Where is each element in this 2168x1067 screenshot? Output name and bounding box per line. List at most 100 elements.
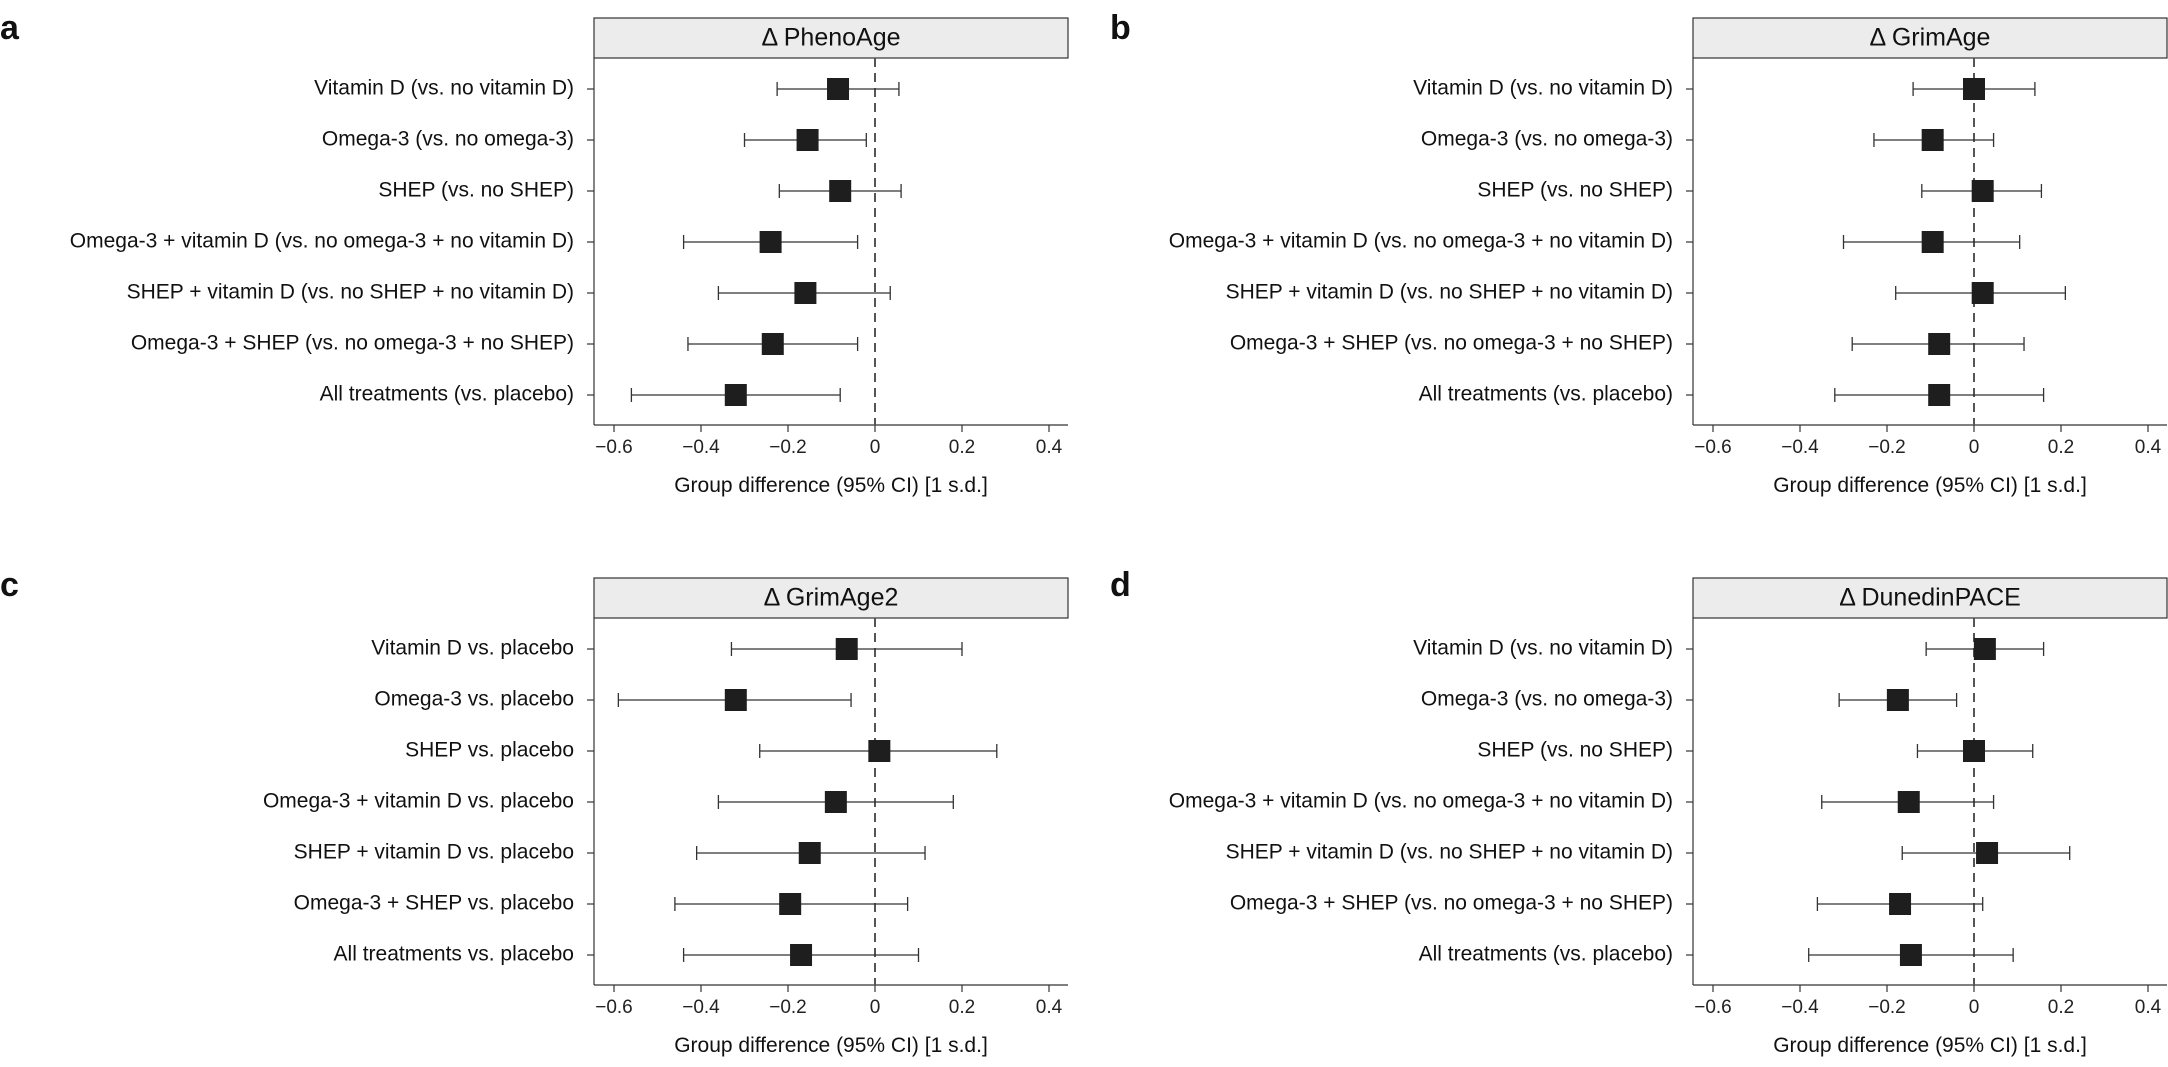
forest-row: SHEP + vitamin D (vs. no SHEP + no vitam… bbox=[127, 281, 891, 304]
x-tick-label: 0.4 bbox=[1036, 437, 1063, 458]
estimate-marker bbox=[1921, 129, 1944, 151]
estimate-marker bbox=[1897, 791, 1920, 813]
panel-letter: c bbox=[0, 566, 19, 604]
forest-row: SHEP + vitamin D (vs. no SHEP + no vitam… bbox=[1226, 281, 2067, 304]
estimate-marker bbox=[868, 740, 891, 762]
x-tick-label: −0.6 bbox=[1694, 437, 1732, 458]
panel-title-bar bbox=[1692, 17, 2168, 59]
row-label: Omega-3 + vitamin D (vs. no omega-3 + no… bbox=[1169, 790, 1673, 813]
forest-row: Omega-3 + vitamin D (vs. no omega-3 + no… bbox=[70, 230, 859, 253]
forest-row: Vitamin D (vs. no vitamin D) bbox=[314, 77, 900, 100]
x-tick-label: −0.2 bbox=[769, 997, 807, 1018]
row-label: SHEP (vs. no SHEP) bbox=[378, 179, 574, 202]
forest-row: All treatments (vs. placebo) bbox=[320, 383, 841, 406]
forest-row: Omega-3 + SHEP (vs. no omega-3 + no SHEP… bbox=[1230, 332, 2025, 355]
x-tick-label: −0.2 bbox=[769, 437, 807, 458]
forest-row: Vitamin D (vs. no vitamin D) bbox=[1413, 637, 2045, 660]
x-axis-label: Group difference (95% CI) [1 s.d.] bbox=[674, 1034, 988, 1057]
x-axis-label: Group difference (95% CI) [1 s.d.] bbox=[1773, 474, 2087, 497]
forest-row: Omega-3 + SHEP vs. placebo bbox=[294, 892, 909, 915]
forest-row: Omega-3 (vs. no omega-3) bbox=[1421, 128, 1995, 151]
forest-row: SHEP (vs. no SHEP) bbox=[1477, 739, 2034, 762]
x-tick-label: 0 bbox=[1969, 437, 1980, 458]
row-label: SHEP + vitamin D (vs. no SHEP + no vitam… bbox=[127, 281, 574, 304]
row-label: Omega-3 + vitamin D (vs. no omega-3 + no… bbox=[70, 230, 574, 253]
forest-row: All treatments (vs. placebo) bbox=[1419, 943, 2014, 966]
row-label: Vitamin D (vs. no vitamin D) bbox=[1413, 637, 1673, 660]
row-label: Omega-3 (vs. no omega-3) bbox=[1421, 688, 1673, 711]
forest-row: All treatments vs. placebo bbox=[334, 943, 920, 966]
estimate-marker bbox=[759, 231, 782, 253]
panel-c: c Δ GrimAge2 −0.6 −0.4 −0.2 0 0.2 0.4 Group diff… bbox=[0, 566, 1069, 1057]
panel-title: Δ DunedinPACE bbox=[1839, 584, 2021, 612]
row-label: SHEP + vitamin D vs. placebo bbox=[294, 841, 574, 864]
estimate-marker bbox=[1971, 282, 1994, 304]
forest-row: Omega-3 (vs. no omega-3) bbox=[322, 128, 867, 151]
estimate-marker bbox=[1973, 638, 1996, 660]
panel-title: Δ GrimAge bbox=[1870, 24, 1991, 52]
row-label: Omega-3 vs. placebo bbox=[374, 688, 574, 711]
x-tick-label: −0.2 bbox=[1868, 437, 1906, 458]
row-label: Vitamin D (vs. no vitamin D) bbox=[1413, 77, 1673, 100]
estimate-marker bbox=[1963, 78, 1985, 100]
x-tick-label: 0.2 bbox=[949, 437, 975, 458]
row-label: SHEP + vitamin D (vs. no SHEP + no vitam… bbox=[1226, 281, 1673, 304]
estimate-marker bbox=[724, 689, 747, 711]
x-tick-label: −0.4 bbox=[682, 997, 720, 1018]
x-tick-label: 0.4 bbox=[1036, 997, 1063, 1018]
estimate-marker bbox=[779, 893, 802, 915]
estimate-marker bbox=[1921, 231, 1944, 253]
panel-title: Δ GrimAge2 bbox=[764, 584, 899, 612]
row-label: Vitamin D vs. placebo bbox=[371, 637, 574, 660]
x-tick-label: 0.2 bbox=[949, 997, 975, 1018]
estimate-marker bbox=[824, 791, 847, 813]
forest-row: Omega-3 + SHEP (vs. no omega-3 + no SHEP… bbox=[131, 332, 859, 355]
forest-row: All treatments (vs. placebo) bbox=[1419, 383, 2045, 406]
forest-row: SHEP vs. placebo bbox=[405, 739, 998, 762]
estimate-marker bbox=[829, 180, 852, 202]
estimate-marker bbox=[1971, 180, 1994, 202]
estimate-marker bbox=[761, 333, 784, 355]
x-tick-label: −0.4 bbox=[1781, 437, 1819, 458]
row-label: Omega-3 + vitamin D vs. placebo bbox=[263, 790, 574, 813]
forest-row: SHEP + vitamin D vs. placebo bbox=[294, 841, 926, 864]
x-axis-label: Group difference (95% CI) [1 s.d.] bbox=[1773, 1034, 2087, 1057]
x-tick-label: 0.4 bbox=[2135, 437, 2162, 458]
forest-row: Omega-3 + vitamin D (vs. no omega-3 + no… bbox=[1169, 230, 2021, 253]
estimate-marker bbox=[835, 638, 858, 660]
row-label: All treatments (vs. placebo) bbox=[1419, 943, 1673, 966]
row-label: SHEP (vs. no SHEP) bbox=[1477, 179, 1673, 202]
estimate-marker bbox=[798, 842, 821, 864]
row-label: Omega-3 + SHEP (vs. no omega-3 + no SHEP… bbox=[1230, 332, 1673, 355]
forest-row: Omega-3 (vs. no omega-3) bbox=[1421, 688, 1958, 711]
estimate-marker bbox=[827, 78, 850, 100]
x-tick-label: 0 bbox=[870, 997, 881, 1018]
x-tick-label: 0.2 bbox=[2048, 437, 2074, 458]
estimate-marker bbox=[794, 282, 817, 304]
x-tick-label: 0.4 bbox=[2135, 997, 2162, 1018]
estimate-marker bbox=[1886, 689, 1909, 711]
row-label: All treatments vs. placebo bbox=[334, 943, 574, 966]
panel-b: b Δ GrimAge −0.6 −0.4 −0.2 0 0.2 0.4 Group diffe… bbox=[1110, 9, 2168, 497]
row-label: SHEP vs. placebo bbox=[405, 739, 574, 762]
x-axis-label: Group difference (95% CI) [1 s.d.] bbox=[674, 474, 988, 497]
row-label: Omega-3 + vitamin D (vs. no omega-3 + no… bbox=[1169, 230, 1673, 253]
x-tick-label: 0.2 bbox=[2048, 997, 2074, 1018]
panel-title-bar bbox=[593, 577, 1069, 619]
panel-title: Δ PhenoAge bbox=[761, 24, 900, 52]
estimate-marker bbox=[1889, 893, 1912, 915]
x-tick-label: −0.6 bbox=[595, 437, 633, 458]
row-label: Omega-3 + SHEP (vs. no omega-3 + no SHEP… bbox=[131, 332, 574, 355]
panel-letter: d bbox=[1110, 566, 1131, 604]
estimate-marker bbox=[796, 129, 819, 151]
forest-row: Vitamin D (vs. no vitamin D) bbox=[1413, 77, 2036, 100]
row-label: SHEP (vs. no SHEP) bbox=[1477, 739, 1673, 762]
x-tick-label: −0.6 bbox=[595, 997, 633, 1018]
x-tick-label: 0 bbox=[870, 437, 881, 458]
forest-row: Omega-3 + vitamin D (vs. no omega-3 + no… bbox=[1169, 790, 1995, 813]
estimate-marker bbox=[1899, 944, 1922, 966]
x-tick-label: −0.4 bbox=[1781, 997, 1819, 1018]
estimate-marker bbox=[1963, 740, 1985, 762]
row-label: Omega-3 + SHEP vs. placebo bbox=[294, 892, 574, 915]
